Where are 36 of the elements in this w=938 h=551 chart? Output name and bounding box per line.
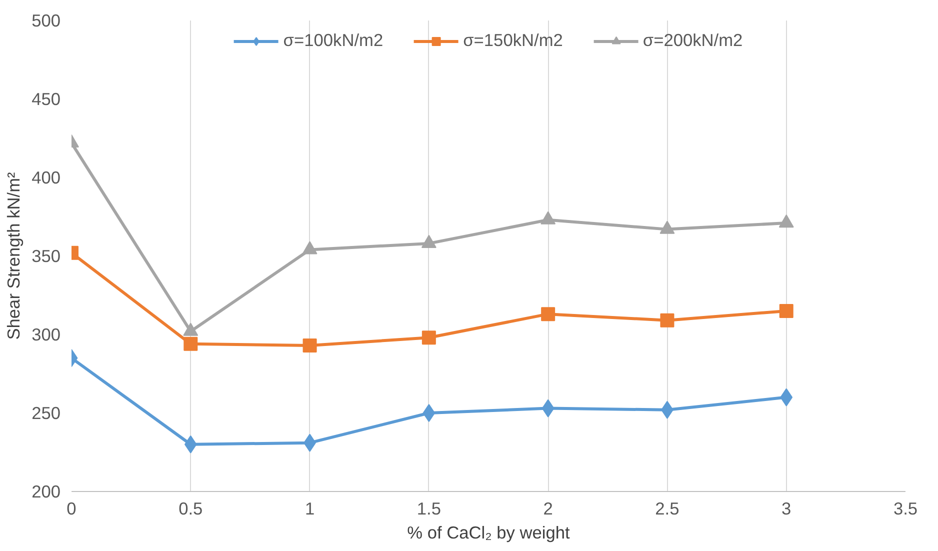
legend-label: σ=100kN/m2: [283, 30, 384, 51]
y-axis-title: Shear Strength kN/m²: [4, 172, 24, 340]
point: [421, 234, 436, 248]
point: [184, 435, 197, 454]
point: [302, 241, 318, 254]
point: [542, 399, 554, 418]
legend-label: σ=150kN/m2: [463, 30, 563, 51]
legend-label: σ=200kN/m2: [642, 30, 743, 51]
y-tick-label: 400: [32, 168, 61, 188]
x-tick-label: 0: [66, 498, 76, 518]
point: [778, 214, 794, 228]
point: [660, 220, 675, 234]
point: [422, 404, 436, 422]
point: [540, 211, 556, 224]
y-tick-label: 500: [32, 10, 61, 30]
y-tick-label: 250: [32, 403, 61, 423]
x-tick-label: 1: [304, 498, 315, 518]
y-tick-label: 450: [32, 89, 61, 109]
x-tick-label: 2.5: [655, 498, 680, 518]
y-tick-label: 350: [32, 246, 61, 266]
x-tick-label: 1.5: [416, 498, 441, 518]
x-tick-label: 0.5: [178, 498, 203, 518]
x-axis-title: % of CaCl₂ by weight: [407, 522, 570, 542]
x-tick-label: 3.5: [893, 498, 918, 518]
point: [184, 336, 198, 351]
point: [422, 330, 436, 345]
point: [660, 313, 674, 328]
point: [780, 388, 793, 406]
x-tick-label: 2: [543, 498, 553, 518]
y-tick-label: 200: [32, 482, 61, 502]
y-tick-label: 300: [32, 324, 61, 344]
point: [779, 304, 794, 318]
point: [302, 338, 317, 352]
point: [541, 307, 556, 322]
point: [183, 322, 198, 336]
x-tick-label: 3: [782, 498, 792, 518]
